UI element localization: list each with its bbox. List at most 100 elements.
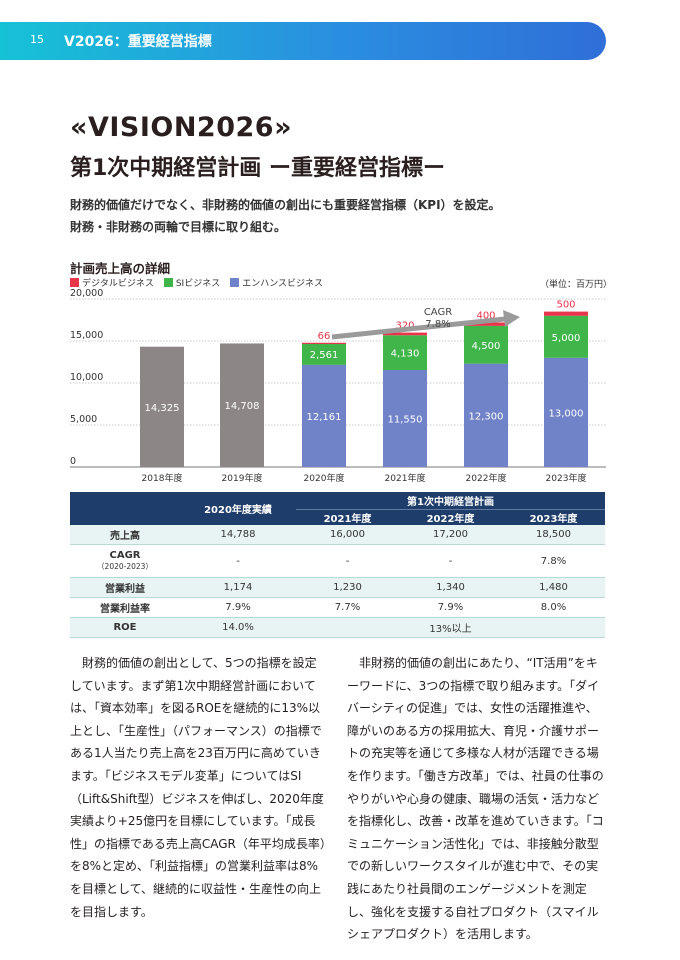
table-cell: - (180, 544, 296, 578)
data-label-digital: 66 (318, 331, 331, 342)
data-label-digital: 320 (395, 321, 414, 332)
body-column-left: 財務的価値の創出として、5つの指標を設定しています。まず第1次中期経営計画におい… (70, 652, 328, 923)
table-cell: 1,230 (296, 577, 399, 598)
table-cell: 16,000 (296, 524, 399, 545)
data-label-si: 4,500 (472, 341, 501, 352)
y-tick-label: 0 (70, 456, 76, 467)
x-tick-label: 2019年度 (222, 472, 263, 484)
data-label-enhance: 11,550 (388, 414, 423, 425)
body-column-right: 非財務的価値の創出にあたり、“IT活用”をキーワードに、3つの指標で取り組みます… (347, 652, 605, 946)
x-tick-label: 2018年度 (142, 472, 183, 484)
chart-title: 計画売上高の詳細 (70, 261, 171, 276)
bar-segment-digital (302, 342, 346, 344)
table-cell: 14.0% (180, 617, 296, 638)
row-sub-label: （2020-2023） (97, 562, 153, 571)
header-plan: 第1次中期経営計画 (296, 492, 605, 510)
x-tick-label: 2020年度 (304, 472, 345, 484)
legend-swatch-digital (70, 278, 79, 287)
data-label-enhance: 14,325 (145, 403, 180, 414)
bar-segment-enhance (383, 369, 427, 467)
data-label-enhance: 12,300 (469, 411, 504, 422)
page-number: 15 (30, 33, 44, 46)
legend-label-digital: デジタルビジネス (82, 279, 154, 289)
header-year-2021: 2021年度 (296, 509, 399, 525)
row-label: 営業利益率 (70, 597, 180, 618)
data-label-enhance: 13,000 (549, 408, 584, 419)
plan-table: 2020年度実績 第1次中期経営計画 2021年度 2022年度 2023年度 … (70, 492, 605, 638)
legend-item-digital: デジタルビジネス (70, 276, 154, 289)
table-cell: 14,788 (180, 524, 296, 545)
table-cell: 7.9% (399, 597, 502, 618)
y-tick-label: 15,000 (70, 330, 103, 341)
bar-segment-enhance (302, 364, 346, 467)
data-label-enhance: 14,708 (225, 401, 260, 412)
lead-line-1: 財務的価値だけでなく、非財務的価値の創出にも重要経営指標（KPI）を設定。 (70, 198, 501, 212)
table-cell: - (296, 544, 399, 578)
legend-swatch-si (163, 278, 173, 287)
row-label: 売上高 (70, 524, 180, 545)
x-tick-label: 2023年度 (546, 472, 587, 484)
table-cell: 17,200 (399, 524, 502, 545)
header-title: V2026：重要経営指標 (64, 34, 212, 50)
body-paragraph-left: 財務的価値の創出として、5つの指標を設定しています。まず第1次中期経営計画におい… (70, 656, 326, 919)
table-row-cagr: CAGR （2020-2023） - - - 7.8% (70, 544, 605, 578)
row-label: 営業利益 (70, 577, 180, 598)
legend-label-si: SIビジネス (175, 279, 221, 289)
data-label-enhance: 12,161 (307, 412, 342, 423)
page-subtitle: 第1次中期経営計画 ー重要経営指標ー (70, 156, 445, 181)
header-year-2022: 2022年度 (399, 509, 502, 525)
table-cell: 13%以上 (296, 617, 605, 638)
y-tick-label: 10,000 (70, 372, 103, 383)
row-label: ROE (70, 617, 180, 638)
bar-segment-enhance (544, 357, 588, 467)
lead-text: 財務的価値だけでなく、非財務的価値の創出にも重要経営指標（KPI）を設定。 財務… (70, 194, 501, 238)
table-cell: 1,340 (399, 577, 502, 598)
table-row-operating-margin: 営業利益率 7.9% 7.7% 7.9% 8.0% (70, 597, 605, 618)
x-tick-label: 2022年度 (466, 472, 507, 484)
y-tick-label: 5,000 (70, 414, 97, 425)
bar-segment-si (464, 325, 508, 364)
legend-item-enhance: エンハンスビジネス (230, 276, 323, 289)
x-tick-label: 2021年度 (385, 472, 426, 484)
table-row-operating-profit: 営業利益 1,174 1,230 1,340 1,480 (70, 577, 605, 598)
bar-history (220, 343, 264, 467)
header-year-2023: 2023年度 (502, 509, 605, 525)
row-label-cagr: CAGR （2020-2023） (70, 544, 180, 578)
chart-legend: デジタルビジネス SIビジネス エンハンスビジネス (70, 276, 323, 289)
table-cell: 8.0% (502, 597, 605, 618)
bar-segment-si (302, 343, 346, 365)
bar-history (140, 346, 184, 467)
data-label-si: 4,130 (391, 349, 420, 360)
cagr-arrow-head (503, 310, 520, 327)
y-tick-label: 20,000 (70, 288, 103, 299)
bar-segment-digital (544, 311, 588, 316)
data-label-si: 5,000 (552, 333, 581, 344)
table-cell: 1,174 (180, 577, 296, 598)
page-title: «VISION2026» (70, 112, 293, 143)
legend-label-enhance: エンハンスビジネス (242, 279, 324, 289)
row-label: CAGR (109, 550, 141, 561)
table-cell: - (399, 544, 502, 578)
table-row-sales: 売上高 14,788 16,000 17,200 18,500 (70, 524, 605, 545)
data-label-digital: 500 (556, 300, 575, 311)
header-bar: 15 V2026：重要経営指標 (0, 22, 606, 60)
bar-segment-si (544, 315, 588, 358)
bar-segment-digital (383, 332, 427, 336)
data-label-si: 2,561 (310, 350, 339, 361)
bar-segment-enhance (464, 363, 508, 467)
legend-item-si: SIビジネス (163, 276, 221, 289)
unit-label: （単位：百万円） (540, 280, 613, 290)
table-cell: 18,500 (502, 524, 605, 545)
table-corner (70, 492, 180, 525)
bar-segment-si (383, 335, 427, 370)
table-cell: 7.9% (180, 597, 296, 618)
lead-line-2: 財務・非財務の両輪で目標に取り組む。 (70, 220, 287, 234)
cagr-value: 7.8% (425, 319, 450, 330)
table-cell: 1,480 (502, 577, 605, 598)
data-label-digital: 400 (476, 311, 495, 322)
legend-swatch-enhance (230, 278, 240, 287)
cagr-label: CAGR (424, 307, 452, 318)
table-cell: 7.7% (296, 597, 399, 618)
table-row-roe: ROE 14.0% 13%以上 (70, 617, 605, 638)
table-cell: 7.8% (502, 544, 605, 578)
